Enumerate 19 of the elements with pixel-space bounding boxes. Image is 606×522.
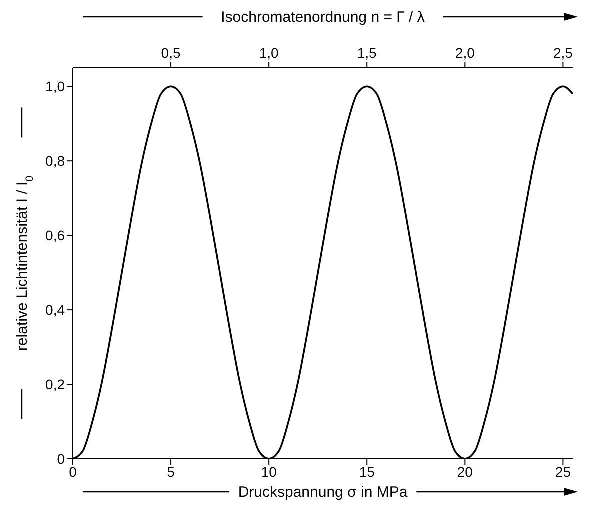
x-axis-title: Druckspannung σ in MPa [238, 484, 408, 501]
x2-tick-label: 2,0 [455, 45, 476, 61]
x-tick-label: 20 [457, 464, 474, 480]
y-tick-label: 0,2 [46, 376, 66, 392]
y-tick-label: 1,0 [46, 78, 66, 95]
x-tick-label: 25 [555, 464, 572, 480]
y-tick-label: 0 [57, 450, 66, 467]
x2-tick-label: 1,5 [357, 45, 378, 61]
x2-tick-label: 2,5 [553, 45, 574, 61]
x2-tick-label: 0,5 [161, 45, 181, 61]
x-tick-label: 5 [167, 464, 176, 480]
x-tick-label: 15 [359, 464, 376, 480]
x-tick-label: 10 [261, 464, 278, 480]
y-tick-label: 0,6 [46, 228, 66, 244]
x2-tick-label: 1,0 [259, 45, 280, 61]
x2-axis-title: Isochromatenordnung n = Γ / λ [221, 9, 426, 26]
x-tick-label: 0 [69, 464, 78, 480]
y-tick-label: 0,4 [46, 302, 66, 318]
y-tick-label: 0,8 [46, 153, 66, 170]
